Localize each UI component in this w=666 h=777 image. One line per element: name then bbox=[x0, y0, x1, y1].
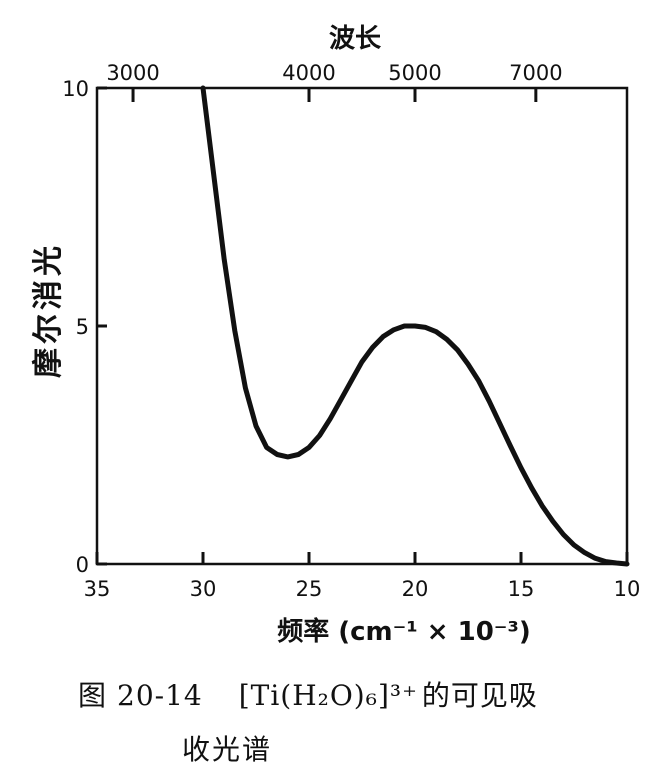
y-tick-label: 0 bbox=[76, 553, 89, 577]
y-axis-label: 摩尔消光 bbox=[31, 242, 66, 378]
figure-caption-continued: 收光谱 bbox=[182, 733, 273, 766]
caption-figure-word: 图 bbox=[78, 679, 108, 712]
chart: 波长 3000 4000 5000 7000 35 30 25 20 15 10 0 5 10 摩尔… bbox=[31, 24, 641, 647]
y-axis-ticks: 0 5 10 bbox=[62, 77, 107, 577]
top-tick-label: 4000 bbox=[282, 61, 335, 85]
caption-formula: [Ti(H₂O)₆]³⁺ bbox=[238, 679, 418, 712]
x-tick-label: 15 bbox=[508, 577, 535, 601]
x-tick-label: 20 bbox=[402, 577, 429, 601]
caption-text: 的可见吸 bbox=[421, 679, 538, 712]
top-axis-ticks: 3000 4000 5000 7000 bbox=[106, 61, 563, 102]
figure-caption: 图 20-14 [Ti(H₂O)₆]³⁺ 的可见吸 bbox=[78, 674, 538, 714]
caption-figure-number: 20-14 bbox=[117, 679, 203, 712]
y-tick-label: 5 bbox=[76, 315, 89, 339]
x-tick-label: 25 bbox=[296, 577, 323, 601]
x-tick-label: 30 bbox=[190, 577, 217, 601]
top-axis-label: 波长 bbox=[329, 24, 382, 54]
y-tick-label: 10 bbox=[62, 77, 89, 101]
absorbance-curve bbox=[200, 85, 630, 567]
x-tick-label: 35 bbox=[84, 577, 111, 601]
top-tick-label: 7000 bbox=[509, 61, 562, 85]
x-axis-label: 频率 (cm⁻¹ × 10⁻³) bbox=[277, 616, 531, 647]
x-tick-label: 10 bbox=[614, 577, 641, 601]
top-tick-label: 3000 bbox=[106, 61, 159, 85]
top-tick-label: 5000 bbox=[388, 61, 441, 85]
plot-frame bbox=[95, 86, 629, 566]
x-axis-ticks: 35 30 25 20 15 10 bbox=[84, 552, 641, 601]
